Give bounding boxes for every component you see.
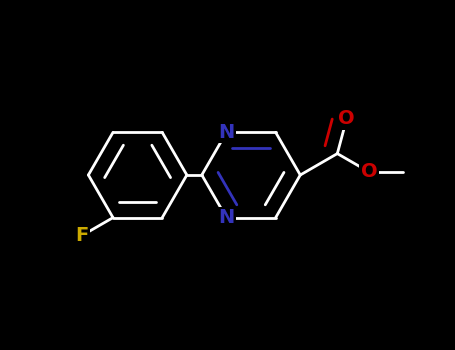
Text: F: F — [75, 226, 88, 245]
Text: N: N — [218, 208, 235, 227]
Text: O: O — [360, 162, 377, 181]
Text: O: O — [339, 109, 355, 128]
Text: N: N — [218, 123, 235, 142]
